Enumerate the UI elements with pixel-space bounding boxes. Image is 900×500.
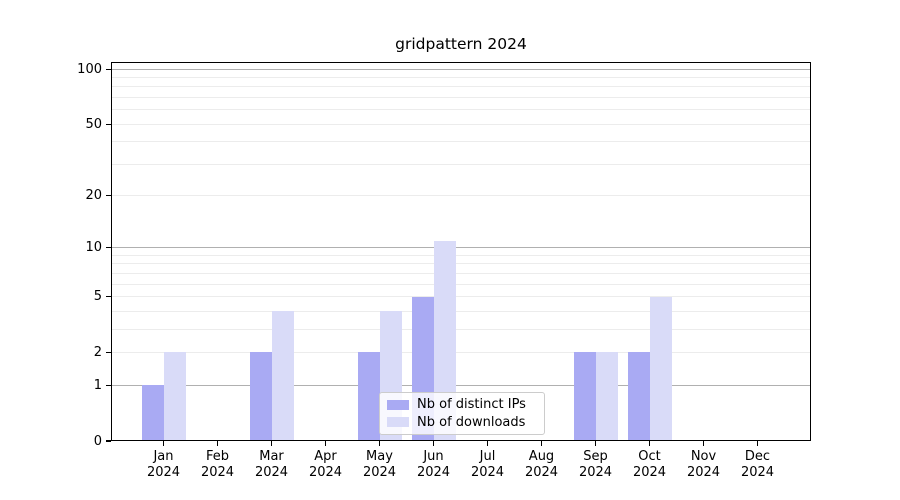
x-tick-label: Oct 2024 <box>632 449 667 480</box>
minor-gridline <box>111 86 811 88</box>
x-tick-label: Mar 2024 <box>254 449 289 480</box>
minor-gridline <box>111 141 811 143</box>
x-tick-label: Jan 2024 <box>146 449 181 480</box>
x-tick-mark <box>540 441 543 446</box>
legend-swatch-distinct-ips <box>387 399 409 410</box>
x-tick-label: Apr 2024 <box>308 449 343 480</box>
minor-gridline <box>111 123 811 125</box>
x-tick-mark <box>756 441 759 446</box>
x-tick-mark <box>702 441 705 446</box>
minor-gridline <box>111 328 811 330</box>
legend-label-downloads: Nb of downloads <box>417 414 526 430</box>
x-tick-mark <box>648 441 651 446</box>
y-tick-mark <box>106 296 111 298</box>
x-tick-mark <box>270 441 273 446</box>
bar-downloads <box>271 311 294 441</box>
x-tick-mark <box>432 441 435 446</box>
chart-title: gridpattern 2024 <box>395 35 527 53</box>
major-gridline <box>111 384 811 386</box>
major-gridline <box>111 247 811 249</box>
minor-gridline <box>111 195 811 197</box>
plot-area <box>111 62 811 441</box>
x-tick-label: Aug 2024 <box>524 449 559 480</box>
minor-gridline <box>111 263 811 265</box>
minor-gridline <box>111 310 811 312</box>
y-tick-mark <box>106 351 111 354</box>
minor-gridline <box>111 351 811 353</box>
bar-distinct-ips <box>573 352 596 441</box>
minor-gridline <box>111 163 811 165</box>
y-tick-label: 100 <box>77 61 102 77</box>
bar-downloads <box>595 352 618 441</box>
bar-distinct-ips <box>249 352 272 441</box>
legend-swatch-downloads <box>387 417 409 428</box>
legend-row-distinct-ips: Nb of distinct IPs <box>387 397 537 412</box>
x-tick-mark <box>162 441 165 446</box>
y-tick-label: 1 <box>93 377 102 393</box>
x-tick-mark <box>216 441 219 446</box>
minor-gridline <box>111 97 811 99</box>
minor-gridline <box>111 283 811 285</box>
major-gridline <box>111 68 811 70</box>
y-tick-mark <box>106 440 111 442</box>
y-tick-label: 50 <box>85 116 102 132</box>
x-tick-mark <box>378 441 381 446</box>
x-tick-label: Feb 2024 <box>200 449 235 480</box>
y-tick-label: 0 <box>93 433 102 449</box>
bar-downloads <box>433 240 456 441</box>
y-tick-label: 5 <box>93 289 102 305</box>
y-tick-mark <box>106 123 111 125</box>
y-tick-label: 2 <box>93 344 102 360</box>
x-tick-label: Sep 2024 <box>578 449 613 480</box>
x-tick-label: Jul 2024 <box>470 449 505 480</box>
minor-gridline <box>111 296 811 298</box>
x-tick-mark <box>324 441 327 446</box>
legend-label-distinct-ips: Nb of distinct IPs <box>417 397 526 413</box>
bar-downloads <box>163 352 186 441</box>
minor-gridline <box>111 272 811 274</box>
legend: Nb of distinct IPs Nb of downloads <box>379 392 545 435</box>
y-tick-mark <box>106 384 111 386</box>
y-tick-label: 20 <box>85 188 102 204</box>
bar-distinct-ips <box>141 385 164 441</box>
x-tick-label: May 2024 <box>362 449 397 480</box>
bar-distinct-ips <box>627 352 650 441</box>
minor-gridline <box>111 109 811 111</box>
bar-distinct-ips <box>357 352 380 441</box>
y-tick-label: 10 <box>85 240 102 256</box>
x-tick-label: Jun 2024 <box>416 449 451 480</box>
bar-downloads <box>649 296 672 441</box>
x-tick-mark <box>486 441 489 446</box>
minor-gridline <box>111 255 811 256</box>
x-tick-label: Nov 2024 <box>686 449 721 480</box>
x-tick-label: Dec 2024 <box>740 449 775 480</box>
x-tick-mark <box>594 441 597 446</box>
y-tick-mark <box>106 195 111 197</box>
y-tick-mark <box>106 247 111 249</box>
y-tick-mark <box>106 68 111 70</box>
legend-row-downloads: Nb of downloads <box>387 415 537 430</box>
minor-gridline <box>111 77 811 79</box>
